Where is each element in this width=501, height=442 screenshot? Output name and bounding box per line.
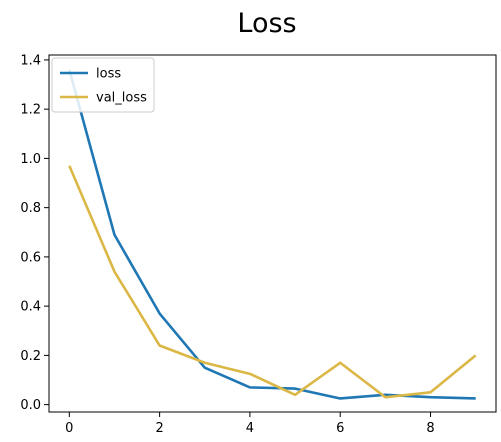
- axes: 0 2 4 6 8 0.0 0.2 0.4 0.6 0.8 1.0 1.2 1.4: [20, 53, 497, 436]
- x-tick-label: 0: [65, 421, 73, 436]
- series-line-loss: [68, 69, 476, 400]
- y-tick-label: 1.2: [20, 103, 41, 118]
- legend: loss val_loss: [51, 57, 155, 113]
- plot-frame: [48, 54, 497, 413]
- y-tick-label: 0.0: [20, 398, 41, 413]
- y-tick-label: 1.0: [20, 152, 41, 167]
- chart-title: Loss: [237, 8, 296, 39]
- y-tick-label: 0.8: [20, 201, 41, 216]
- series-line-val-loss: [68, 165, 477, 399]
- x-tick-label: 8: [426, 421, 434, 436]
- y-tick-label: 0.4: [20, 300, 41, 315]
- y-tick-label: 0.6: [20, 250, 41, 265]
- legend-box: [51, 57, 155, 113]
- x-tick-label: 6: [336, 421, 344, 436]
- x-tick-label: 4: [246, 421, 254, 436]
- plot-area: [68, 69, 477, 400]
- y-tick-label: 1.4: [20, 53, 41, 68]
- x-tick-label: 2: [155, 421, 163, 436]
- y-tick-label: 0.2: [20, 349, 41, 364]
- legend-label-val-loss: val_loss: [96, 91, 147, 106]
- legend-label-loss: loss: [96, 67, 121, 82]
